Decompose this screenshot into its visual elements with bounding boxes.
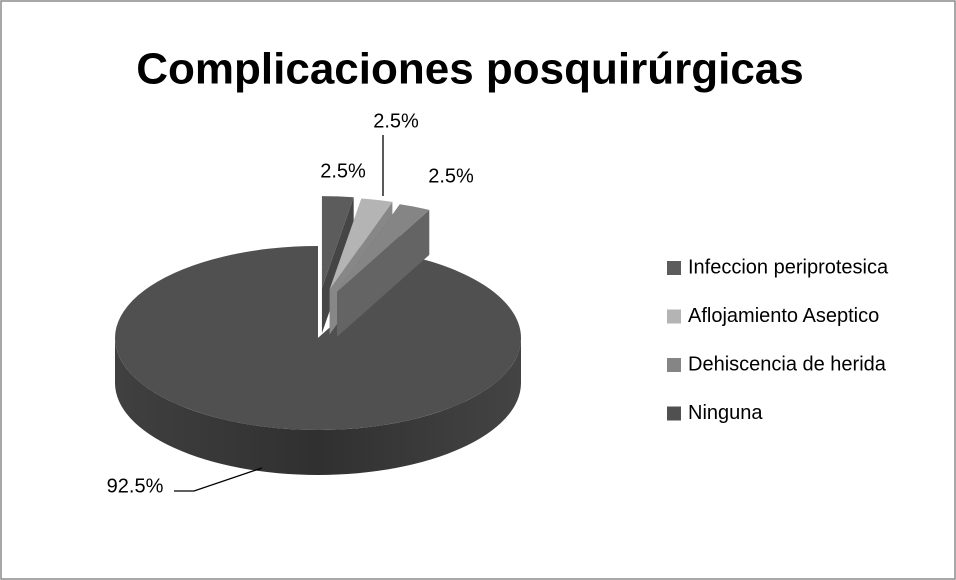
pie-slice xyxy=(114,246,521,475)
slice-top xyxy=(337,204,430,292)
leader-line xyxy=(174,467,263,492)
legend-swatch xyxy=(667,406,681,421)
slice-top xyxy=(329,198,393,290)
data-label: 92.5% xyxy=(107,475,164,497)
legend-swatch xyxy=(667,261,681,275)
data-label: 2.5% xyxy=(373,110,419,132)
slice-top xyxy=(321,196,354,289)
legend-label: Dehiscencia de herida xyxy=(688,353,887,375)
slice-wall xyxy=(337,209,430,337)
pie: 2.5% 2.5% 2.5% 92.5% xyxy=(107,110,521,497)
slice-side xyxy=(115,338,521,475)
data-label: 2.5% xyxy=(428,165,474,187)
slice-top xyxy=(114,246,521,430)
pie-slice xyxy=(337,204,430,337)
legend-swatch xyxy=(667,358,681,372)
legend-label: Infeccion periprotesica xyxy=(688,256,889,278)
data-label: 2.5% xyxy=(320,160,366,182)
legend-swatch xyxy=(667,309,681,324)
legend: Infeccion periprotesica Aflojamiento Asep… xyxy=(667,256,889,424)
chart-title: Complicaciones posquirúrgicas xyxy=(136,45,804,94)
legend-label: Ninguna xyxy=(688,402,763,424)
legend-label: Aflojamiento Aseptico xyxy=(688,305,879,327)
